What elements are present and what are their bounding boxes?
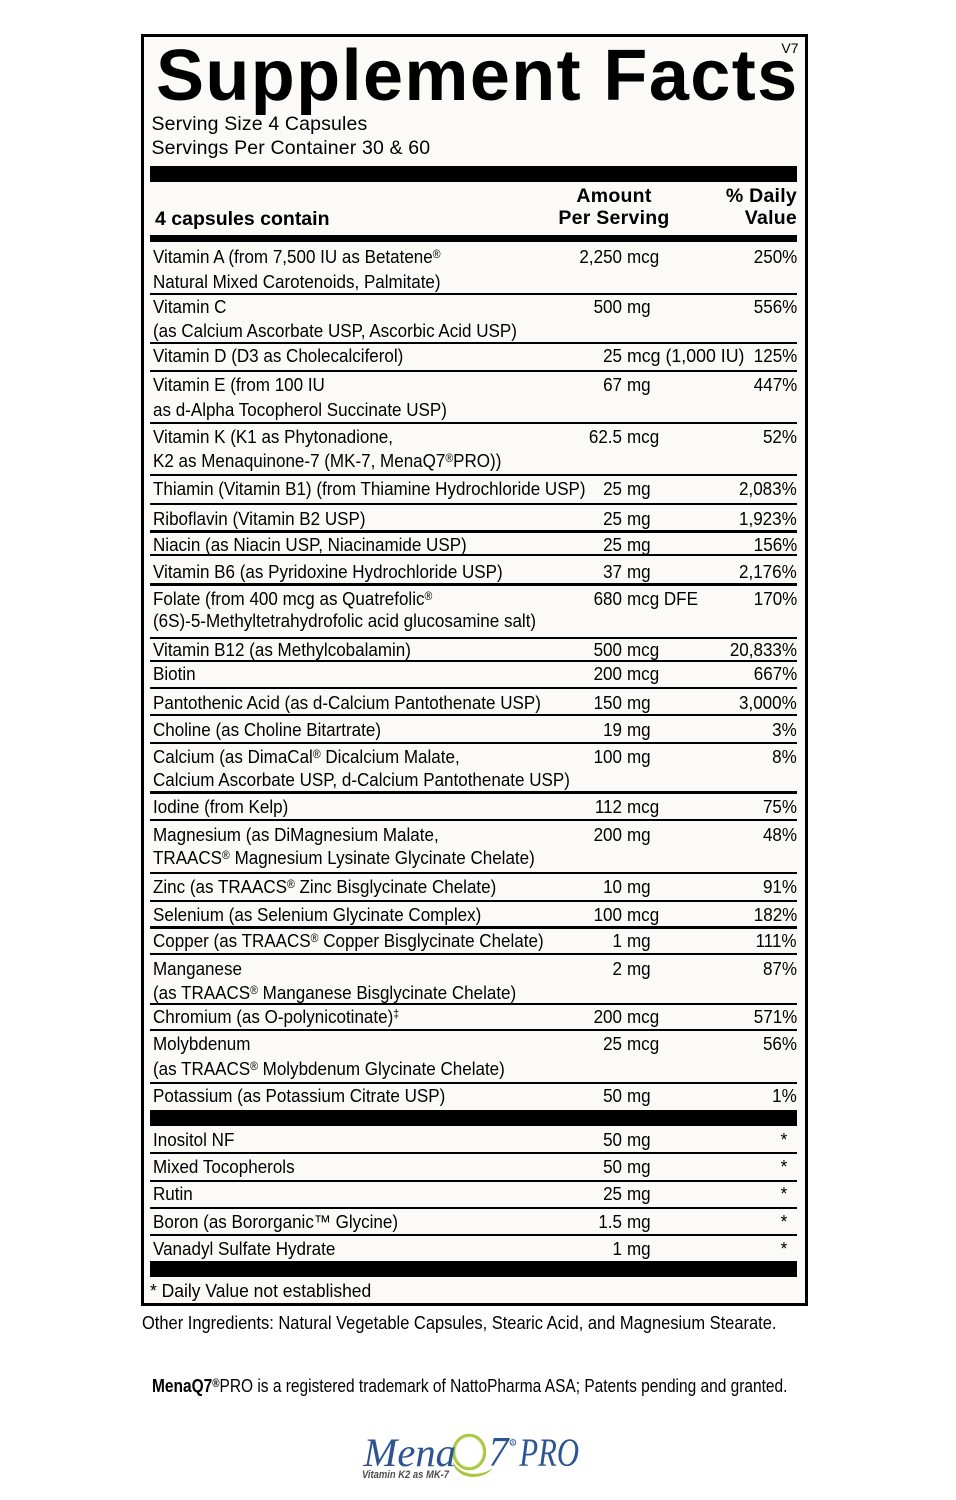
svg-text:R: R [510, 1441, 514, 1446]
svg-text:7: 7 [489, 1430, 511, 1476]
svg-text:Mena: Mena [362, 1430, 456, 1475]
svg-text:PRO: PRO [519, 1430, 579, 1475]
svg-text:Vitamin K2 as MK-7: Vitamin K2 as MK-7 [362, 1469, 450, 1481]
